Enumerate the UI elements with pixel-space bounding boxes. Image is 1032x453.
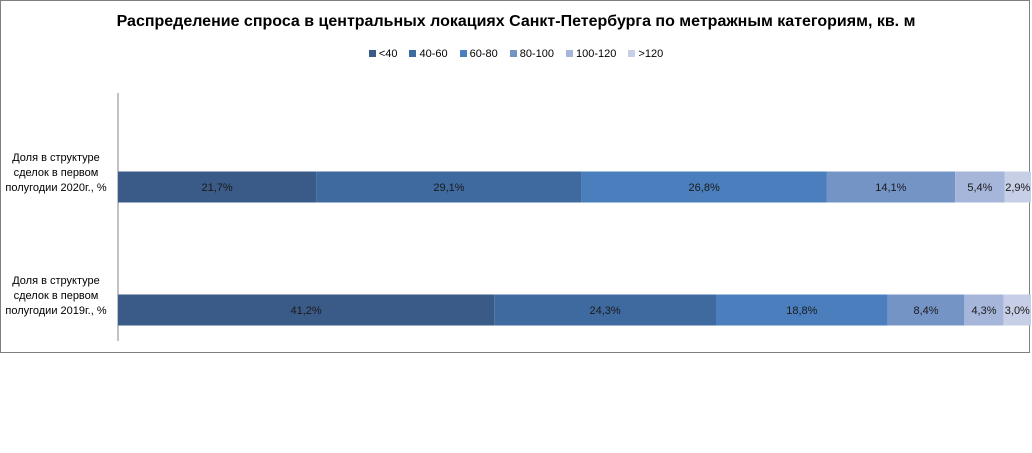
- bar-segment: [1003, 294, 1031, 326]
- data-label: 4,3%: [971, 305, 996, 317]
- legend-swatch: [368, 50, 376, 57]
- legend-label: 60-80: [469, 48, 498, 60]
- data-label: 41,2%: [290, 305, 321, 317]
- category-label: Доля в структуре сделок в первом полугод…: [5, 275, 107, 317]
- data-label: 14,1%: [875, 182, 906, 194]
- bar-segment: [716, 294, 888, 326]
- bar-segment: [887, 294, 965, 326]
- data-label: 21,7%: [201, 182, 232, 194]
- data-label: 3,0%: [1005, 305, 1030, 317]
- bar-segment: [494, 294, 717, 326]
- legend: <40 40-60 60-80 80-100 100-120 >120: [0, 48, 1032, 60]
- bar-segment: [581, 171, 827, 203]
- legend-label: 40-60: [419, 48, 448, 60]
- legend-item: 60-80: [459, 48, 498, 60]
- data-label: 8,4%: [913, 305, 938, 317]
- legend-item: 100-120: [566, 48, 616, 60]
- legend-label: 100-120: [576, 48, 617, 60]
- legend-item: <40: [368, 48, 398, 60]
- data-label: 18,8%: [786, 305, 817, 317]
- legend-swatch: [628, 50, 636, 57]
- legend-item: 80-100: [509, 48, 555, 60]
- chart-title: Распределение спроса в центральных локац…: [116, 13, 916, 30]
- data-label: 2,9%: [1005, 182, 1030, 194]
- bar-segment: [118, 294, 495, 326]
- legend-swatch: [566, 50, 574, 57]
- bar-segment: [964, 294, 1004, 326]
- data-label: 24,3%: [589, 305, 620, 317]
- bar-segment: [118, 171, 317, 203]
- bar-segment: [955, 171, 1005, 203]
- data-label: 5,4%: [967, 182, 992, 194]
- legend-label: 80-100: [519, 48, 555, 60]
- data-label: 26,8%: [689, 182, 720, 194]
- category-label: Доля в структуре сделок в первом полугод…: [5, 152, 107, 194]
- bar-segment: [316, 171, 582, 203]
- data-label: 29,1%: [433, 182, 464, 194]
- legend-swatch: [409, 50, 417, 57]
- legend-label: >120: [638, 48, 664, 60]
- legend-swatch: [459, 50, 467, 57]
- bar-segment: [826, 171, 956, 203]
- legend-label: <40: [378, 48, 398, 60]
- legend-swatch: [509, 50, 517, 57]
- bar-segment: [1004, 171, 1031, 203]
- legend-item: >120: [628, 48, 663, 60]
- legend-item: 40-60: [409, 48, 448, 60]
